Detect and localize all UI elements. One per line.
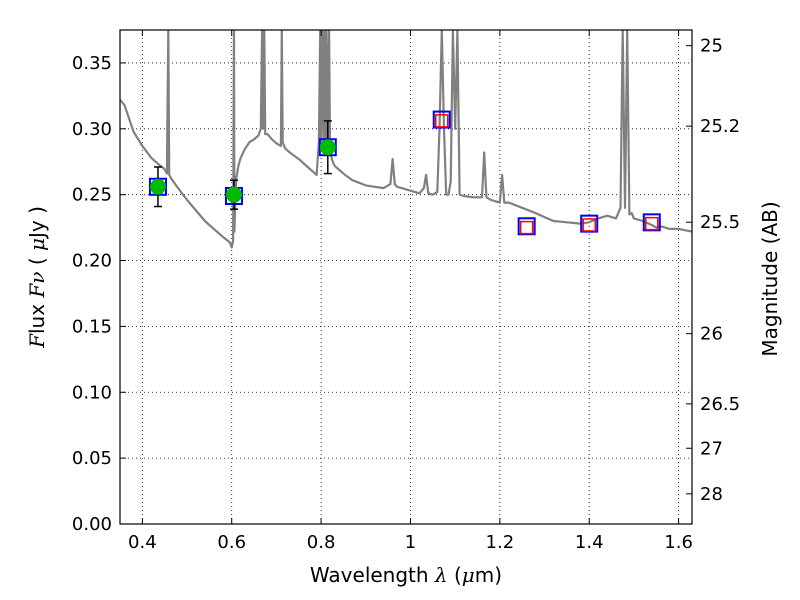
x-tick-label: 0.8 [307, 532, 336, 553]
y-right-tick-label: 25.2 [700, 116, 740, 137]
y-tick-label: 0.15 [72, 316, 112, 337]
y-right-tick-label: 26.5 [700, 394, 740, 415]
observed-photometry-point [225, 186, 242, 203]
plot-frame [119, 29, 693, 525]
observed-photometry-point [319, 139, 336, 156]
x-tick-label: 1 [405, 532, 416, 553]
model-photometry-red-square [582, 218, 596, 232]
y-tick-label: 0.10 [72, 382, 112, 403]
y-right-tick-label: 27 [700, 438, 723, 459]
y-axis-title: Flux Fν ( μJy ) [25, 206, 49, 349]
model-photometry-red-square [645, 216, 659, 231]
y-right-tick-label: 25.5 [700, 212, 740, 233]
model-photometry-red-square [519, 220, 534, 235]
y-tick-label: 0.00 [72, 514, 112, 535]
ticks-layer: 0.4 0.6 0.8 1 1.2 1.4 1.6 0.00 0.05 0.10 0.15 0.20 0… [72, 30, 740, 553]
x-tick-label: 1.2 [486, 532, 515, 553]
y-tick-label: 0.30 [72, 119, 112, 140]
y-right-axis-title: Magnitude (AB) [758, 201, 782, 356]
observed-photometry-point [149, 178, 166, 195]
model-spectrum-line [120, 30, 692, 249]
grid-layer [120, 30, 692, 525]
x-tick-label: 1.6 [664, 532, 693, 553]
y-right-tick-label: 25 [700, 36, 723, 57]
x-tick-label: 0.6 [217, 532, 246, 553]
y-tick-label: 0.20 [72, 251, 112, 272]
y-tick-label: 0.25 [72, 185, 112, 206]
y-right-tick-label: 26 [700, 324, 723, 345]
y-right-tick-label: 28 [700, 484, 723, 505]
points-layer [148, 110, 661, 236]
x-tick-label: 1.4 [575, 532, 604, 553]
x-axis-title: Wavelength λ (μm) [310, 563, 502, 587]
y-tick-label: 0.05 [72, 448, 112, 469]
x-tick-label: 0.4 [128, 532, 157, 553]
model-photometry-red-square [435, 114, 449, 128]
spectrum-layer [120, 30, 692, 249]
y-tick-label: 0.35 [72, 53, 112, 74]
